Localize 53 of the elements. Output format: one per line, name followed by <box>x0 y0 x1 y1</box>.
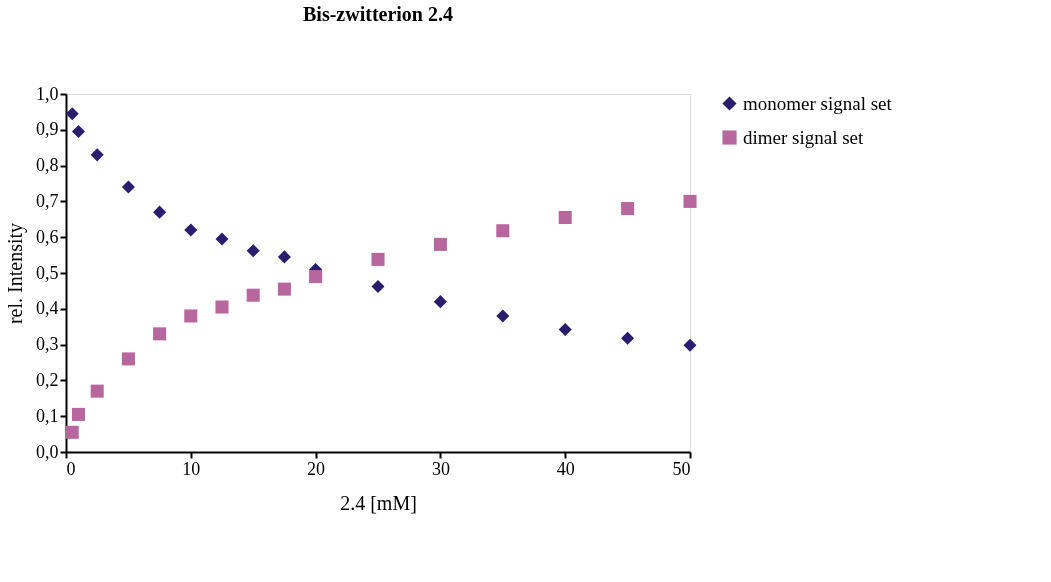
chart-title: Bis-zwitterion 2.4 <box>303 3 453 25</box>
point <box>433 237 447 251</box>
y-tick-label: 0,9 <box>36 119 59 140</box>
legend-label: dimer signal set <box>743 126 865 148</box>
point <box>90 148 104 162</box>
point <box>621 331 635 345</box>
point <box>277 282 291 296</box>
point <box>215 300 229 314</box>
point <box>246 288 260 302</box>
y-tick-label: 0,3 <box>36 334 59 355</box>
point <box>153 205 167 219</box>
legend-label: monomer signal set <box>743 92 893 114</box>
point <box>121 180 135 194</box>
y-tick-label: 0,8 <box>36 155 59 176</box>
x-tick-label: 50 <box>672 458 691 479</box>
x-axis-title: 2.4 [mM] <box>340 491 417 514</box>
point <box>496 224 510 238</box>
point <box>558 210 572 225</box>
y-tick-label: 0,0 <box>36 441 59 462</box>
point <box>558 323 572 337</box>
point <box>65 107 79 121</box>
y-axis-title: rel. Intensity <box>4 222 27 325</box>
point <box>184 309 198 323</box>
point <box>71 407 85 421</box>
x-tick-label: 40 <box>556 458 575 479</box>
point <box>309 270 323 284</box>
x-tick-label: 0 <box>66 458 76 479</box>
y-tick-label: 0,6 <box>36 226 59 247</box>
y-tick-label: 0,1 <box>36 405 59 426</box>
point <box>65 425 79 439</box>
point <box>683 194 697 208</box>
x-tick-label: 30 <box>431 458 450 479</box>
point <box>683 338 697 352</box>
point <box>215 232 229 246</box>
point <box>90 384 104 398</box>
y-tick-label: 0,7 <box>36 190 59 211</box>
point <box>121 352 135 366</box>
y-tick-label: 0,4 <box>36 298 59 319</box>
point <box>621 202 635 216</box>
x-tick-label: 10 <box>182 458 201 479</box>
point <box>71 125 85 139</box>
point <box>277 250 291 264</box>
x-tick-label: 20 <box>307 458 326 479</box>
y-tick-label: 1,0 <box>36 83 59 104</box>
point <box>496 309 510 323</box>
y-tick-label: 0,2 <box>36 369 59 390</box>
point <box>153 327 167 341</box>
point <box>246 244 260 258</box>
point <box>371 280 385 294</box>
point <box>184 223 198 237</box>
y-tick-label: 0,5 <box>36 262 59 283</box>
point <box>371 252 385 266</box>
point <box>433 295 447 309</box>
